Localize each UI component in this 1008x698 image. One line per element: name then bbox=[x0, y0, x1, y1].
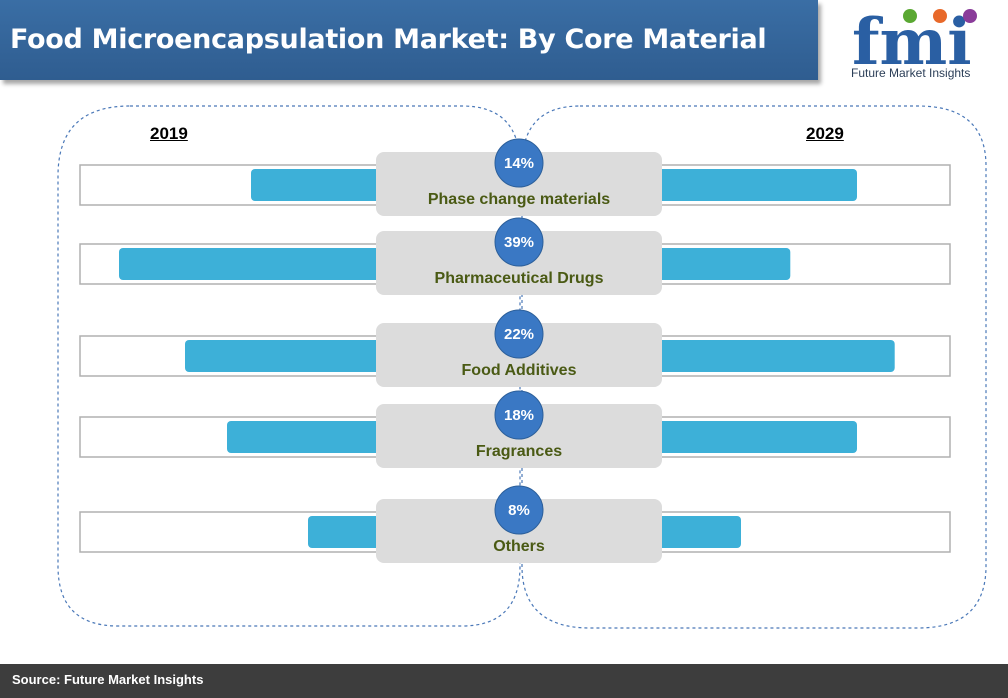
share-label: 8% bbox=[508, 502, 530, 519]
logo-dot-orange bbox=[933, 9, 947, 23]
bar-2019 bbox=[185, 340, 380, 372]
category-label: Food Additives bbox=[462, 362, 577, 379]
title-bar: Food Microencapsulation Market: By Core … bbox=[0, 0, 818, 80]
bar-2019 bbox=[227, 421, 380, 453]
logo-dot-green bbox=[903, 9, 917, 23]
year-right-label: 2029 bbox=[806, 124, 844, 143]
bar-2019 bbox=[251, 169, 380, 201]
share-bubble bbox=[494, 390, 544, 440]
source-text: Source: Future Market Insights bbox=[12, 672, 204, 687]
share-bubble bbox=[494, 485, 544, 535]
bar-2019 bbox=[308, 516, 380, 548]
bar-2029 bbox=[654, 340, 895, 372]
logo-dot-purple bbox=[963, 9, 977, 23]
category-label: Others bbox=[493, 538, 545, 555]
share-bubble bbox=[494, 309, 544, 359]
bar-2019 bbox=[119, 248, 380, 280]
bar-2029 bbox=[654, 421, 857, 453]
footer: Source: Future Market Insights bbox=[0, 664, 1008, 698]
share-label: 39% bbox=[504, 234, 534, 251]
share-label: 14% bbox=[504, 155, 534, 172]
page-title: Food Microencapsulation Market: By Core … bbox=[10, 24, 767, 55]
fmi-logo: fmi bbox=[852, 5, 977, 80]
year-left-label: 2019 bbox=[150, 124, 188, 143]
category-label: Pharmaceutical Drugs bbox=[435, 270, 604, 287]
share-bubble bbox=[494, 138, 544, 188]
share-label: 22% bbox=[504, 326, 534, 343]
share-label: 18% bbox=[504, 407, 534, 424]
left-panel-outline bbox=[57, 105, 521, 627]
bar-2029 bbox=[654, 169, 857, 201]
bar-2029 bbox=[654, 516, 741, 548]
category-label: Phase change materials bbox=[428, 191, 610, 208]
bar-2029 bbox=[654, 248, 791, 280]
category-label: Fragrances bbox=[476, 443, 562, 460]
share-bubble bbox=[494, 217, 544, 267]
logo-caption: Future Market Insights bbox=[851, 66, 971, 80]
